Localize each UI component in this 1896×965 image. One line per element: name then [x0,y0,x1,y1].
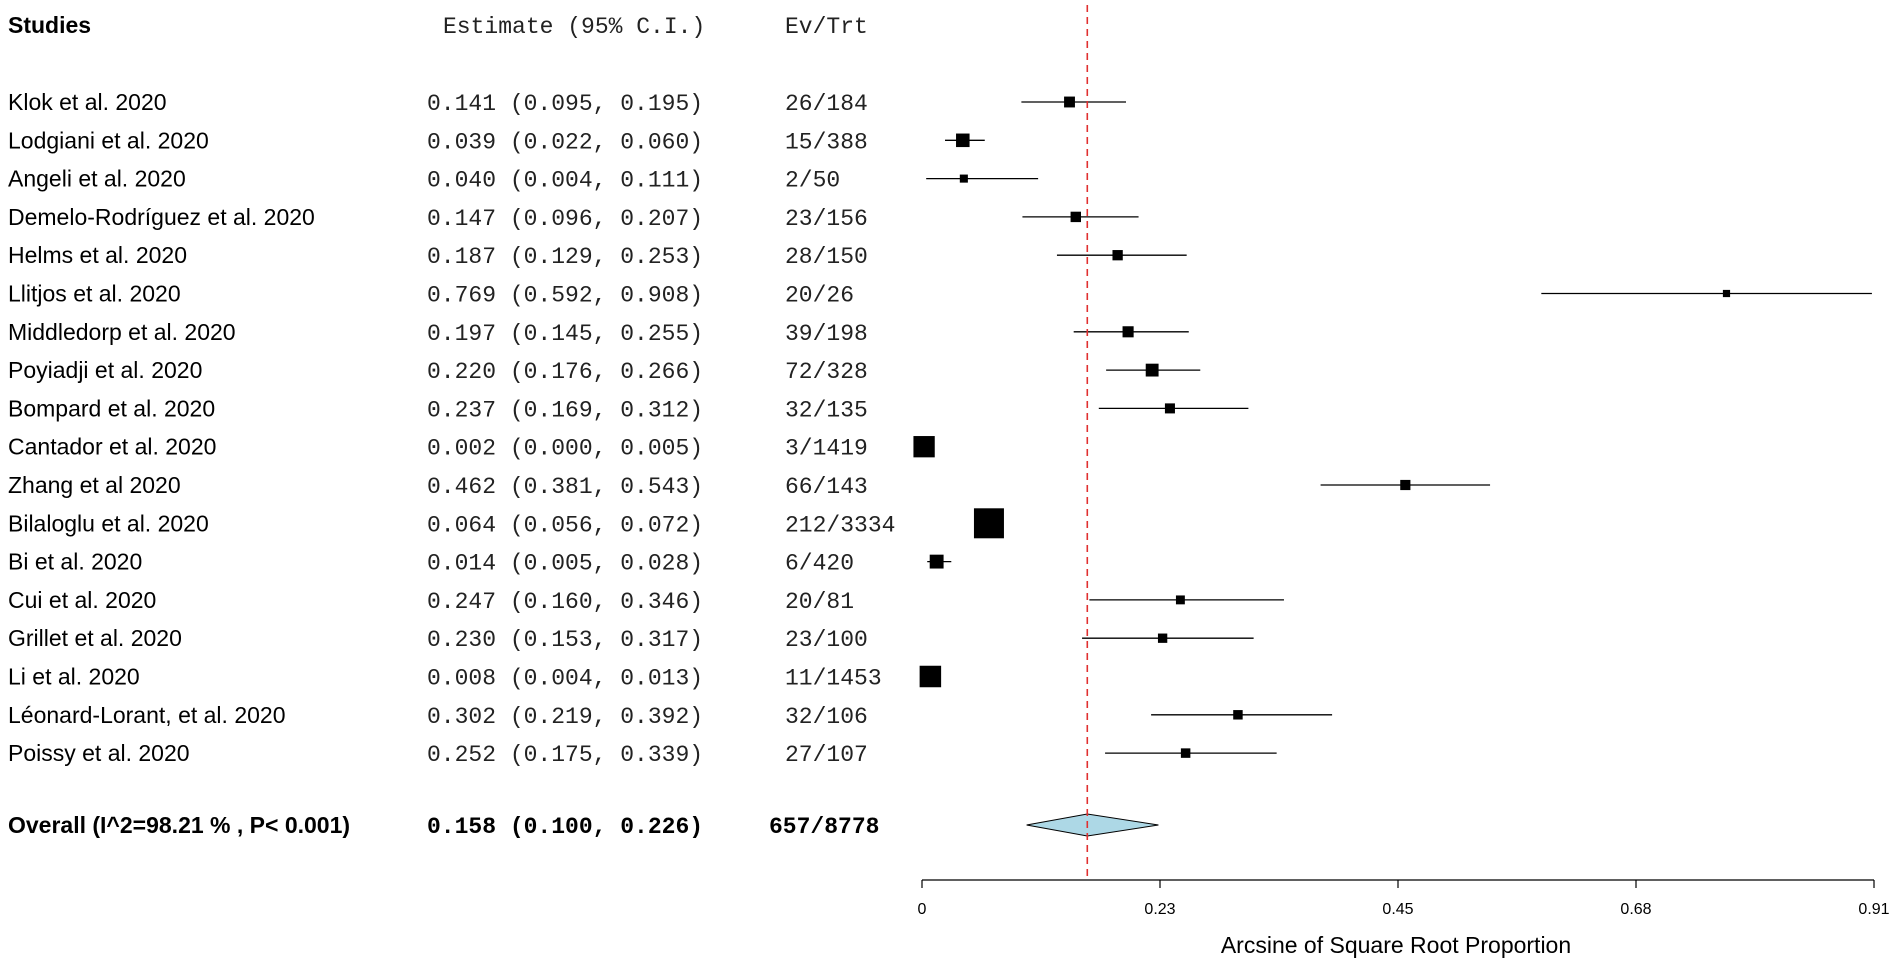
point-estimate [973,508,1004,539]
point-estimate [913,436,935,458]
point-estimate [919,665,942,688]
study-label: Klok et al. 2020 [8,89,167,115]
study-events: 27/107 [785,742,868,768]
study-events: 32/135 [785,397,868,423]
x-axis-title: Arcsine of Square Root Proportion [1221,932,1571,958]
x-tick-label: 0.23 [1144,901,1175,918]
point-estimate [1145,363,1159,377]
study-label: Lodgiani et al. 2020 [8,127,209,153]
point-estimate [959,174,968,183]
header-events: Ev/Trt [785,14,868,40]
study-events: 15/388 [785,129,868,155]
study-estimate: 0.197 (0.145, 0.255) [427,321,703,347]
study-events: 26/184 [785,91,868,117]
point-estimate [1722,289,1731,298]
study-label: Cui et al. 2020 [8,587,156,613]
study-label: Middledorp et al. 2020 [8,319,236,345]
point-estimate [1157,633,1168,643]
study-events: 6/420 [785,551,854,577]
study-label: Zhang et al 2020 [8,472,181,498]
study-events: 20/26 [785,283,854,309]
study-label: Poyiadji et al. 2020 [8,357,202,383]
study-events: 2/50 [785,168,840,194]
study-estimate: 0.230 (0.153, 0.317) [427,627,703,653]
study-events: 72/328 [785,359,868,385]
study-label: Bi et al. 2020 [8,549,142,575]
x-tick-label: 0.91 [1858,901,1889,918]
x-tick-label: 0.68 [1620,901,1651,918]
study-estimate: 0.141 (0.095, 0.195) [427,91,703,117]
header-studies: Studies [8,12,91,38]
point-estimate [1233,710,1243,720]
study-estimate: 0.039 (0.022, 0.060) [427,129,703,155]
point-estimate [1164,403,1175,414]
study-estimate: 0.147 (0.096, 0.207) [427,206,703,232]
study-events: 3/1419 [785,436,868,462]
study-events: 39/198 [785,321,868,347]
overall-diamond [1026,813,1159,837]
study-events: 66/143 [785,474,868,500]
study-estimate: 0.302 (0.219, 0.392) [427,704,703,730]
point-estimate [929,554,944,569]
overall-estimate: 0.158 (0.100, 0.226) [427,814,703,840]
study-estimate: 0.247 (0.160, 0.346) [427,589,703,615]
point-estimate [1122,326,1134,338]
study-estimate: 0.002 (0.000, 0.005) [427,436,703,462]
study-estimate: 0.064 (0.056, 0.072) [427,512,703,538]
study-estimate: 0.008 (0.004, 0.013) [427,666,703,692]
x-axis: 0 0.23 0.45 0.68 0.91 [918,879,1890,918]
point-estimate [1180,748,1191,758]
study-rows: Klok et al. 2020 0.141 (0.095, 0.195) 26/1… [8,89,895,768]
study-label: Bilaloglu et al. 2020 [8,510,209,536]
study-label: Grillet et al. 2020 [8,625,182,651]
point-estimate [1400,479,1411,491]
study-estimate: 0.252 (0.175, 0.339) [427,742,703,768]
study-estimate: 0.220 (0.176, 0.266) [427,359,703,385]
study-estimate: 0.040 (0.004, 0.111) [427,168,703,194]
study-label: Bompard et al. 2020 [8,395,215,421]
study-label: Helms et al. 2020 [8,242,187,268]
study-label: Poissy et al. 2020 [8,740,190,766]
study-label: Cantador et al. 2020 [8,434,216,460]
study-label: Demelo-Rodríguez et al. 2020 [8,204,315,230]
study-label: Léonard-Lorant, et al. 2020 [8,702,285,728]
point-estimate [1112,250,1123,261]
study-estimate: 0.769 (0.592, 0.908) [427,283,703,309]
study-events: 11/1453 [785,666,882,692]
study-events: 212/3334 [785,512,895,538]
study-estimate: 0.237 (0.169, 0.312) [427,397,703,423]
point-estimate [956,133,970,148]
study-events: 32/106 [785,704,868,730]
study-events: 20/81 [785,589,854,615]
study-label: Angeli et al. 2020 [8,166,186,192]
point-estimate [1070,211,1081,223]
study-label: Li et al. 2020 [8,664,140,690]
study-estimate: 0.462 (0.381, 0.543) [427,474,703,500]
study-events: 23/100 [785,627,868,653]
study-label: Llitjos et al. 2020 [8,281,181,307]
study-estimate: 0.187 (0.129, 0.253) [427,244,703,270]
overall-events: 657/8778 [769,814,879,840]
study-marks [913,96,1872,758]
study-events: 28/150 [785,244,868,270]
study-estimate: 0.014 (0.005, 0.028) [427,551,703,577]
x-tick-label: 0 [918,901,927,918]
header-estimate: Estimate (95% C.I.) [443,14,705,40]
point-estimate [1064,96,1075,108]
overall-label: Overall (I^2=98.21 % , P< 0.001) [8,812,350,838]
x-tick-label: 0.45 [1382,901,1413,918]
study-events: 23/156 [785,206,868,232]
point-estimate [1175,595,1185,605]
